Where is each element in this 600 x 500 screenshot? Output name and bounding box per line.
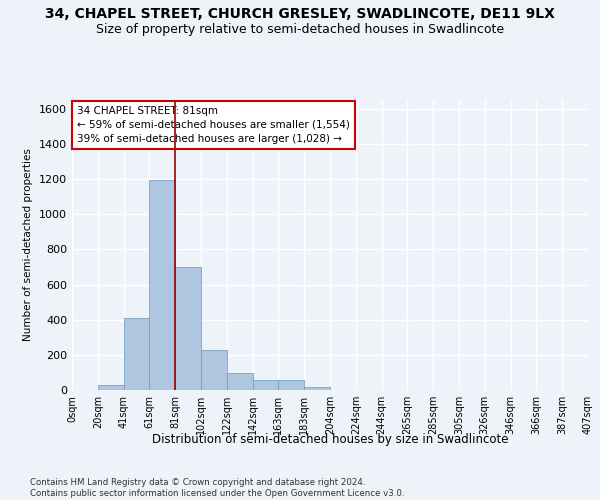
Bar: [227, 373, 253, 390]
Bar: [124, 318, 149, 390]
Text: Contains HM Land Registry data © Crown copyright and database right 2024.
Contai: Contains HM Land Registry data © Crown c…: [30, 478, 404, 498]
Bar: [304, 387, 330, 390]
Bar: [201, 350, 227, 390]
Text: Distribution of semi-detached houses by size in Swadlincote: Distribution of semi-detached houses by …: [152, 432, 508, 446]
Text: 34 CHAPEL STREET: 81sqm
← 59% of semi-detached houses are smaller (1,554)
39% of: 34 CHAPEL STREET: 81sqm ← 59% of semi-de…: [77, 106, 350, 144]
Y-axis label: Number of semi-detached properties: Number of semi-detached properties: [23, 148, 34, 342]
Text: Size of property relative to semi-detached houses in Swadlincote: Size of property relative to semi-detach…: [96, 22, 504, 36]
Text: 34, CHAPEL STREET, CHURCH GRESLEY, SWADLINCOTE, DE11 9LX: 34, CHAPEL STREET, CHURCH GRESLEY, SWADL…: [45, 8, 555, 22]
Bar: [149, 180, 175, 390]
Bar: [253, 380, 278, 390]
Bar: [98, 385, 124, 390]
Bar: [175, 267, 201, 390]
Bar: [278, 380, 304, 390]
